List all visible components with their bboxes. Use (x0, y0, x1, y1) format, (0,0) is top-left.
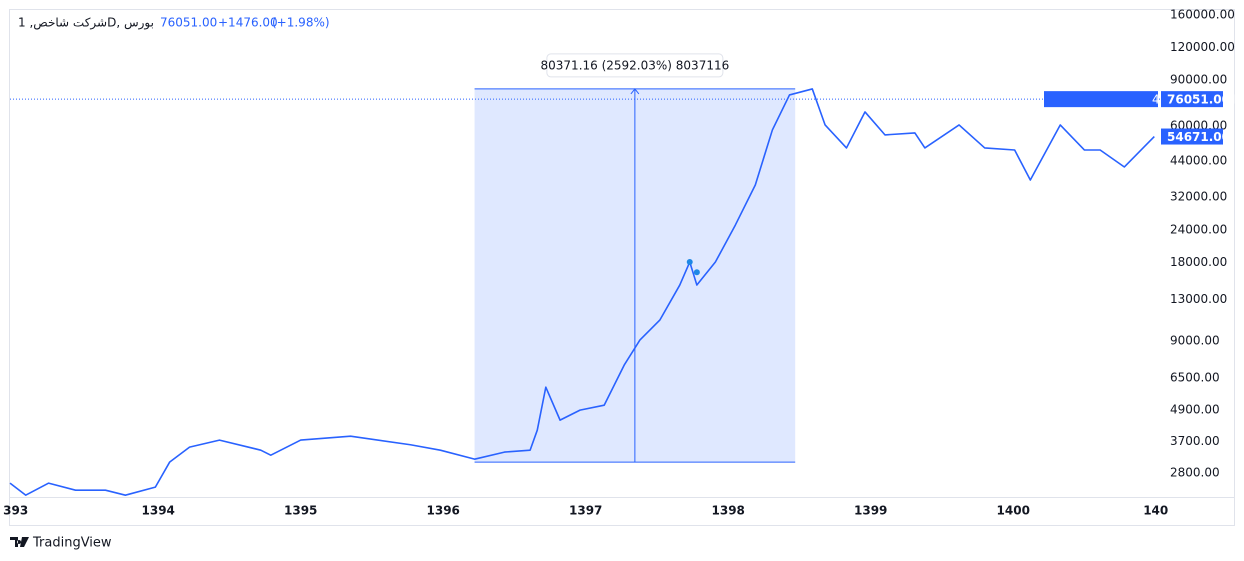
marker (686, 259, 693, 266)
x-tick-label: 1399 (854, 504, 887, 518)
marker (693, 269, 700, 276)
ref-price: 76051.00 (1167, 93, 1230, 107)
x-tick-label: 1397 (569, 504, 602, 518)
x-tick-label: 1395 (284, 504, 317, 518)
last: 76051.00 (160, 16, 217, 30)
measure-arrow-head (630, 88, 640, 95)
y-tick-label: 13000.00 (1170, 292, 1227, 306)
x-tick-label: 1398 (712, 504, 745, 518)
y-tick-label: 120000.00 (1170, 40, 1235, 54)
measure-label: 80371.16 (2592.03%) 8037116 (541, 58, 730, 72)
y-tick-label: 3700.00 (1170, 434, 1220, 448)
ref-price-tag (1161, 91, 1223, 108)
logo (10, 537, 29, 547)
measure-label-box (546, 53, 724, 78)
x-tick-label: 393 (3, 504, 28, 518)
y-tick-label: 6500.00 (1170, 370, 1220, 384)
y-tick-label: 32000.00 (1170, 190, 1227, 204)
last-price: 54671.00 (1167, 130, 1230, 144)
symbol: بورس ,Dشرکت شاخص, 1 (18, 16, 154, 31)
x-tick-label: 140 (1143, 504, 1168, 518)
y-tick-label: 44000.00 (1170, 154, 1227, 168)
x-tick-label: 1400 (997, 504, 1030, 518)
price-line (9, 88, 1155, 496)
ref-name-tag (1044, 91, 1158, 108)
last-price-tag (1161, 128, 1223, 145)
y-tick-label: 90000.00 (1170, 73, 1227, 87)
x-tick-label: 1396 (427, 504, 460, 518)
y-tick-label: 24000.00 (1170, 222, 1227, 236)
y-tick-label: 9000.00 (1170, 333, 1220, 347)
y-tick-label: 4900.00 (1170, 402, 1220, 416)
y-tick-label: 2800.00 (1170, 466, 1220, 480)
y-tick-label: 160000.00 (1170, 7, 1235, 21)
brand: TradingView (32, 536, 112, 551)
y-tick-label: 18000.00 (1170, 255, 1227, 269)
change: +1476.00 (218, 16, 278, 30)
change-pct: (+1.98%) (272, 16, 330, 30)
frame (9, 9, 1235, 526)
x-tick-label: 1394 (142, 504, 175, 518)
